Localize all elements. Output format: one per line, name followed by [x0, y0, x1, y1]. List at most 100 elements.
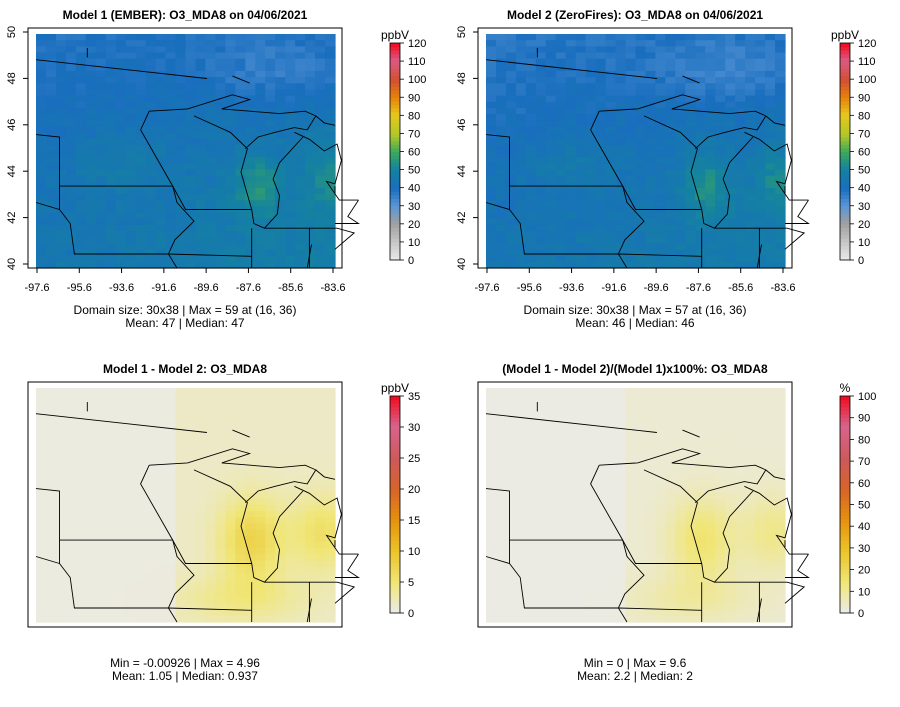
heatmap-cell: [565, 449, 577, 457]
heatmap-cell: [625, 77, 637, 84]
heatmap-cell: [115, 120, 127, 127]
heatmap-cell: [665, 492, 676, 500]
heatmap-cell: [285, 126, 296, 134]
heatmap-cell: [665, 107, 676, 115]
heatmap-cell: [75, 144, 87, 152]
heatmap-cell: [695, 541, 706, 549]
heatmap-cell: [765, 388, 776, 395]
heatmap-cell: [735, 609, 746, 617]
heatmap-cell: [275, 554, 286, 562]
heatmap-cell: [85, 455, 97, 463]
colorbar-segment: [390, 605, 400, 610]
heatmap-cell: [75, 511, 87, 518]
heatmap-cell: [675, 424, 686, 432]
heatmap-cell: [575, 437, 587, 445]
heatmap-cell: [745, 120, 756, 127]
heatmap-cell: [55, 523, 67, 531]
heatmap-cell: [205, 151, 216, 158]
heatmap-cell: [605, 40, 617, 47]
colorbar-tick-label: 40: [858, 183, 870, 195]
heatmap-cell: [505, 120, 517, 127]
heatmap-cell: [175, 224, 187, 232]
heatmap-cell: [115, 517, 127, 525]
heatmap-cell: [755, 107, 766, 115]
heatmap-cell: [755, 237, 766, 244]
heatmap-cell: [295, 249, 306, 257]
heatmap-cell: [575, 249, 587, 257]
heatmap-cell: [725, 615, 736, 623]
heatmap-cell: [595, 187, 607, 195]
colorbar-segment: [840, 111, 850, 116]
heatmap-cell: [775, 169, 786, 177]
heatmap-cell: [165, 224, 177, 232]
heatmap-cell: [625, 455, 637, 463]
heatmap-cell: [595, 46, 607, 54]
heatmap-cell: [665, 144, 676, 152]
heatmap-cell: [65, 529, 77, 537]
heatmap-cell: [645, 523, 657, 531]
heatmap-cell: [175, 560, 187, 568]
heatmap-cell: [555, 529, 567, 537]
heatmap-cell: [185, 523, 197, 531]
heatmap-cell: [725, 151, 736, 158]
heatmap-cell: [245, 89, 256, 97]
map-boundary-line: [509, 186, 619, 255]
colorbar-segment: [840, 551, 850, 556]
heatmap-cell: [705, 615, 716, 623]
heatmap-cell: [545, 498, 557, 506]
heatmap-cell: [645, 566, 657, 574]
heatmap-cell: [595, 40, 607, 47]
heatmap-cell: [745, 400, 756, 408]
heatmap-cell: [705, 609, 716, 617]
heatmap-cell: [195, 480, 207, 488]
heatmap-cell: [36, 132, 47, 140]
heatmap-cell: [775, 609, 786, 617]
heatmap-cell: [225, 261, 236, 269]
heatmap-cell: [95, 492, 107, 500]
heatmap-cell: [685, 529, 696, 537]
heatmap-cell: [275, 261, 286, 269]
heatmap-cell: [65, 163, 77, 171]
colorbar-segment: [840, 90, 850, 95]
heatmap-cell: [545, 70, 557, 78]
heatmap-cell: [185, 597, 197, 605]
heatmap-cell: [525, 52, 537, 60]
heatmap-cell: [215, 517, 226, 525]
heatmap-cell: [775, 52, 786, 60]
heatmap-cell: [175, 480, 187, 488]
heatmap-cell: [75, 243, 87, 251]
map-boundary-line: [485, 556, 510, 564]
heatmap-cell: [115, 603, 127, 611]
heatmap-cell: [615, 517, 627, 525]
heatmap-cell: [95, 511, 107, 518]
heatmap-cell: [695, 120, 706, 127]
heatmap-cell: [775, 249, 786, 257]
heatmap-cell: [535, 70, 547, 78]
heatmap-cell: [545, 194, 557, 201]
heatmap-cell: [195, 572, 207, 580]
heatmap-cell: [585, 455, 597, 463]
heatmap-cell: [65, 144, 77, 152]
heatmap-cell: [695, 231, 706, 238]
heatmap-cell: [655, 505, 666, 512]
heatmap-cell: [486, 523, 497, 531]
heatmap-cell: [165, 40, 177, 47]
heatmap-cell: [635, 261, 647, 269]
colorbar-tick-label: 15: [408, 515, 420, 527]
heatmap-cell: [315, 52, 326, 60]
heatmap-cell: [65, 181, 77, 189]
colorbar-tick-label: 90: [858, 92, 870, 104]
heatmap-cell: [135, 231, 147, 238]
heatmap-cell: [45, 187, 57, 195]
heatmap-cell: [745, 138, 756, 146]
heatmap-cell: [115, 529, 127, 537]
heatmap-cell: [486, 443, 497, 451]
heatmap-cell: [505, 151, 517, 158]
heatmap-cell: [675, 400, 686, 408]
heatmap-cell: [195, 52, 207, 60]
heatmap-cell: [535, 461, 547, 469]
heatmap-cell: [725, 498, 736, 506]
heatmap-cell: [105, 200, 117, 208]
heatmap-cell: [535, 492, 547, 500]
heatmap-cell: [45, 138, 57, 146]
